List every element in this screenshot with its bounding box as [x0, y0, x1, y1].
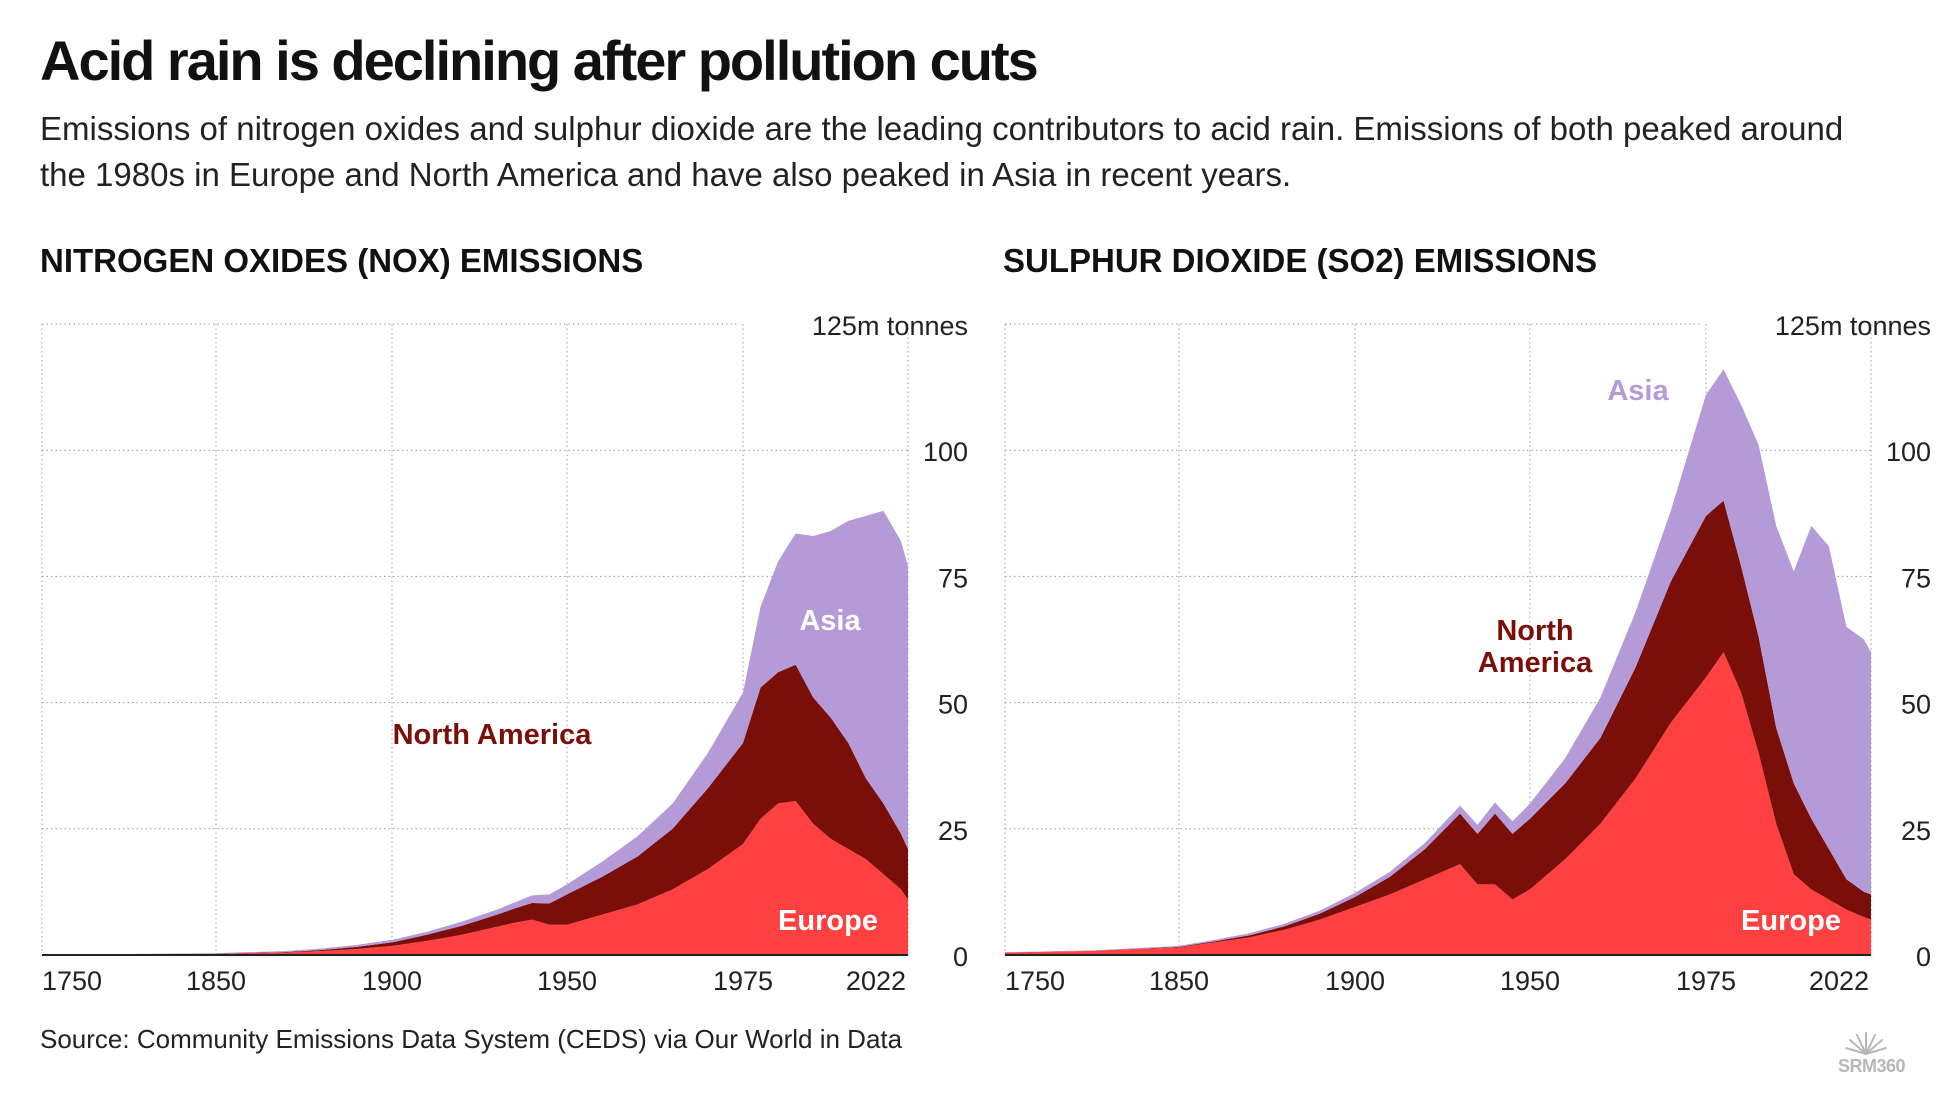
- x-tick-label: 1750: [42, 966, 102, 996]
- area-asia: [1005, 369, 1871, 953]
- label-asia: Asia: [799, 605, 861, 637]
- source-note: Source: Community Emissions Data System …: [40, 1024, 903, 1054]
- area-europe: [1005, 652, 1871, 955]
- page-subtitle: Emissions of nitrogen oxides and sulphur…: [40, 110, 1844, 193]
- x-tick-label: 1850: [186, 966, 246, 996]
- x-tick-label: 1950: [1500, 966, 1560, 996]
- area-north-america: [1005, 500, 1871, 953]
- sunburst-icon: [1845, 1032, 1887, 1055]
- x-tick-label: 1900: [1325, 966, 1385, 996]
- x-tick-label: 1975: [1676, 966, 1736, 996]
- nox-chart-title: NITROGEN OXIDES (NOX) EMISSIONS: [40, 242, 644, 279]
- y-tick-label: 25: [938, 816, 968, 846]
- x-tick-label: 2022: [846, 966, 906, 996]
- y-tick-label: 50: [938, 690, 968, 720]
- logo-wordmark: SRM360: [1838, 1056, 1906, 1076]
- label-north-america: North America: [393, 719, 593, 751]
- x-tick-label: 1950: [537, 966, 597, 996]
- y-tick-label: 100: [1886, 437, 1931, 467]
- y-tick-label: 100: [923, 437, 968, 467]
- x-tick-label: 1850: [1149, 966, 1209, 996]
- srm360-logo: SRM360: [1838, 1030, 1922, 1076]
- label-asia: Asia: [1607, 375, 1669, 407]
- y-tick-label: 75: [1901, 563, 1931, 593]
- y-tick-label: 50: [1901, 690, 1931, 720]
- x-tick-label: 1900: [362, 966, 422, 996]
- x-tick-label: 2022: [1809, 966, 1869, 996]
- label-north-america-line: America: [1478, 647, 1593, 679]
- x-axis: 1750 1850 1900 1950 1975 2022: [42, 966, 906, 996]
- y-unit-label: 125m tonnes: [1775, 311, 1931, 341]
- y-axis: 0 25 50 75 100 125m tonnes: [1775, 311, 1931, 972]
- y-tick-label: 0: [953, 942, 968, 972]
- y-tick-label: 25: [1901, 816, 1931, 846]
- so2-chart-title: SULPHUR DIOXIDE (SO2) EMISSIONS: [1003, 242, 1598, 279]
- y-axis: 0 25 50 75 100 125m tonnes: [812, 311, 968, 972]
- nox-emissions-chart: 0 25 50 75 100 125m tonnes 1750 1850 1900 1950 197…: [41, 311, 968, 996]
- label-north-america: North America: [1478, 615, 1593, 679]
- so2-emissions-chart: 0 25 50 75 100 125m tonnes 1750 1850 1900 1950 197…: [1004, 311, 1931, 996]
- label-europe: Europe: [1741, 905, 1841, 937]
- page-title: Acid rain is declining after pollution c…: [40, 29, 1039, 92]
- x-tick-label: 1975: [713, 966, 773, 996]
- y-tick-label: 0: [1916, 942, 1931, 972]
- area-europe: [42, 801, 908, 955]
- y-tick-label: 75: [938, 563, 968, 593]
- x-axis: 1750 1850 1900 1950 1975 2022: [1005, 966, 1869, 996]
- area-north-america: [42, 664, 908, 955]
- area-asia: [42, 510, 908, 955]
- label-north-america-line: North: [1496, 615, 1573, 647]
- label-europe: Europe: [778, 905, 878, 937]
- y-unit-label: 125m tonnes: [812, 311, 968, 341]
- x-tick-label: 1750: [1005, 966, 1065, 996]
